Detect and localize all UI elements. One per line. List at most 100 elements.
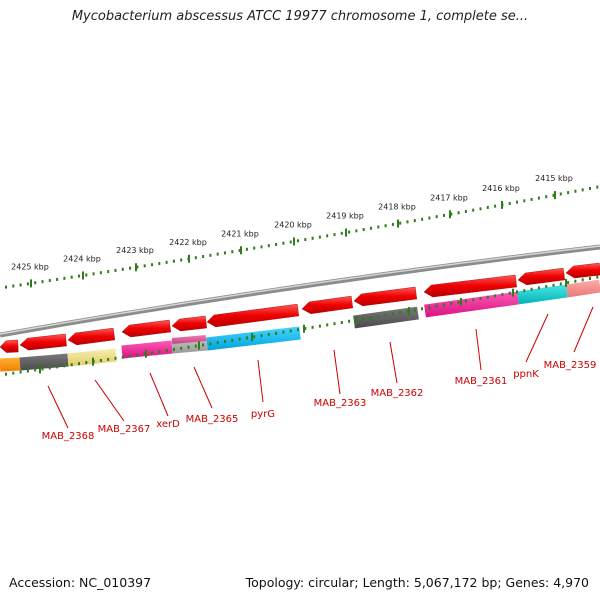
minor-tick xyxy=(19,370,22,374)
minor-tick xyxy=(260,334,263,338)
gene-label[interactable]: MAB_2363 xyxy=(314,398,367,409)
gene-category-bar[interactable] xyxy=(424,291,519,318)
gene-arrow[interactable] xyxy=(67,327,116,346)
major-tick xyxy=(460,297,462,306)
gene-category-bar[interactable] xyxy=(67,348,117,367)
gene-arrow[interactable] xyxy=(19,333,67,351)
minor-tick xyxy=(391,312,394,316)
gene-arrow[interactable] xyxy=(206,303,300,328)
major-tick xyxy=(39,365,41,374)
gene-category-bar[interactable] xyxy=(19,353,69,371)
gene-category-bar[interactable] xyxy=(171,335,207,344)
label-leader-line xyxy=(475,328,482,371)
label-leader-line xyxy=(389,341,398,384)
gene-category-bar[interactable] xyxy=(206,326,301,351)
minor-tick xyxy=(158,262,161,266)
minor-tick xyxy=(304,327,307,331)
minor-tick xyxy=(574,189,577,193)
minor-tick xyxy=(19,283,22,287)
minor-tick xyxy=(202,343,205,347)
label-leader-line xyxy=(573,306,594,353)
minor-tick xyxy=(464,209,467,213)
minor-tick xyxy=(129,354,132,358)
minor-tick xyxy=(311,236,314,240)
gene-label[interactable]: MAB_2368 xyxy=(42,431,95,442)
minor-tick xyxy=(421,307,424,311)
minor-tick xyxy=(231,338,234,342)
accession-text: Accession: NC_010397 xyxy=(9,575,152,590)
gene-category-bar[interactable] xyxy=(121,340,173,359)
lower-ticks xyxy=(5,275,599,376)
major-tick xyxy=(293,237,295,246)
gene-arrow[interactable] xyxy=(423,274,517,298)
gene-arrow[interactable] xyxy=(353,286,418,307)
minor-tick xyxy=(187,345,190,349)
gene-label[interactable]: ppnK xyxy=(513,369,539,380)
minor-tick xyxy=(172,259,175,263)
minor-tick xyxy=(158,350,161,354)
label-leader-line xyxy=(149,372,169,417)
minor-tick xyxy=(318,324,321,328)
gene-arrow[interactable] xyxy=(171,315,207,332)
minor-tick xyxy=(508,291,511,295)
gene-arrow[interactable] xyxy=(0,339,19,353)
minor-tick xyxy=(457,211,460,215)
minor-tick xyxy=(253,246,256,250)
minor-tick xyxy=(282,241,285,245)
gene-category-bar[interactable] xyxy=(566,279,600,298)
minor-tick xyxy=(136,265,139,269)
minor-tick xyxy=(63,276,66,280)
gene-category-bar[interactable] xyxy=(353,306,419,329)
minor-tick xyxy=(457,300,460,304)
scale-label: 2423 kbp xyxy=(116,246,154,255)
gene-label[interactable]: xerD xyxy=(156,419,180,430)
gene-label[interactable]: pyrG xyxy=(251,409,275,420)
major-tick xyxy=(449,210,451,219)
major-tick xyxy=(188,254,190,263)
minor-tick xyxy=(129,266,132,270)
major-tick xyxy=(303,324,305,333)
minor-tick xyxy=(245,336,248,340)
minor-tick xyxy=(428,216,431,220)
minor-tick xyxy=(121,267,124,271)
minor-tick xyxy=(552,193,555,197)
minor-tick xyxy=(289,240,292,244)
gene-category-bar[interactable] xyxy=(0,357,21,372)
gene-label[interactable]: MAB_2365 xyxy=(186,414,239,425)
minor-tick xyxy=(48,279,51,283)
gene-label[interactable]: MAB_2359 xyxy=(544,360,597,371)
summary-text: Topology: circular; Length: 5,067,172 bp… xyxy=(245,575,589,590)
minor-tick xyxy=(70,275,73,279)
minor-tick xyxy=(421,217,424,221)
label-leader-line xyxy=(333,349,341,395)
minor-tick xyxy=(114,268,117,272)
gene-label[interactable]: MAB_2361 xyxy=(455,376,508,387)
minor-tick xyxy=(107,357,110,361)
minor-tick xyxy=(340,231,343,235)
gene-arrow[interactable] xyxy=(565,262,600,279)
gene-arrow[interactable] xyxy=(517,267,566,286)
minor-tick xyxy=(99,271,102,275)
gene-label[interactable]: MAB_2362 xyxy=(371,388,424,399)
minor-tick xyxy=(450,212,453,216)
minor-tick xyxy=(99,358,102,362)
scale-label: 2422 kbp xyxy=(169,238,207,247)
gene-arrow[interactable] xyxy=(121,319,171,338)
minor-tick xyxy=(282,330,285,334)
gene-category-bar[interactable] xyxy=(517,284,568,305)
gene-label[interactable]: MAB_2367 xyxy=(98,424,151,435)
minor-tick xyxy=(537,196,540,200)
minor-tick xyxy=(537,286,540,290)
minor-tick xyxy=(56,277,59,281)
gene-arrow[interactable] xyxy=(301,295,354,315)
minor-tick xyxy=(552,283,555,287)
gene-features[interactable] xyxy=(0,262,600,372)
minor-tick xyxy=(472,208,475,212)
major-tick xyxy=(198,341,200,350)
minor-tick xyxy=(5,285,7,289)
minor-tick xyxy=(370,226,372,230)
minor-tick xyxy=(151,263,153,267)
minor-tick xyxy=(260,245,263,249)
